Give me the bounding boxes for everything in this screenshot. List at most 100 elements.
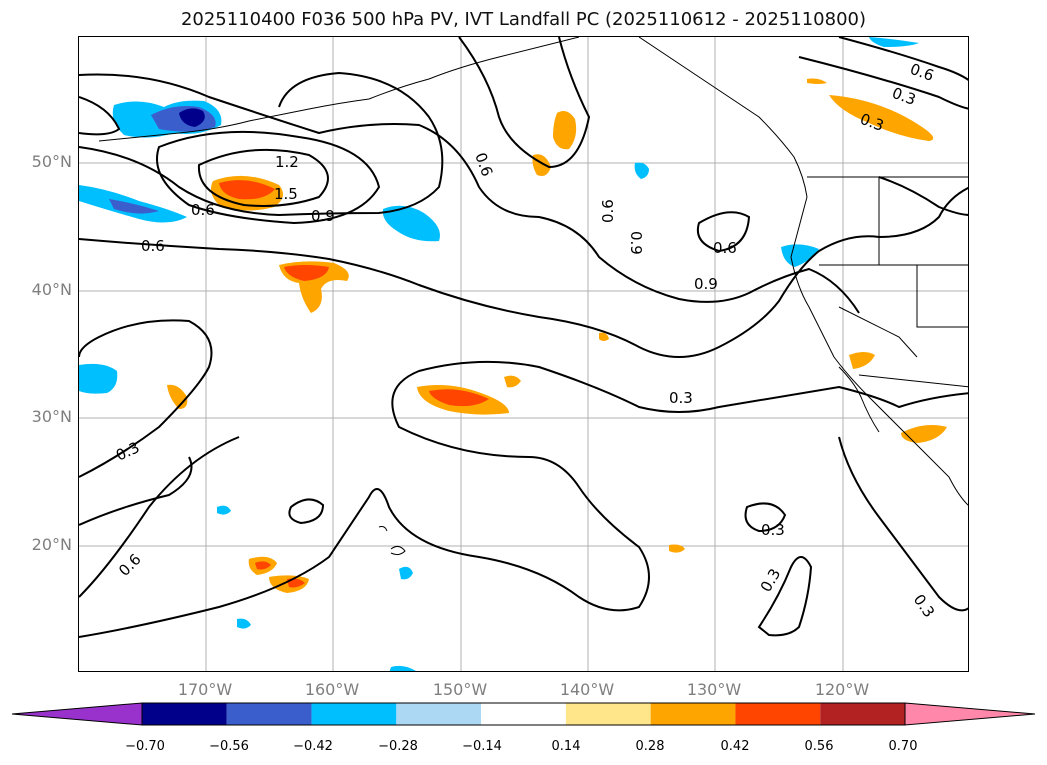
- coastlines: [98, 37, 968, 556]
- coast-baja: [838, 366, 880, 433]
- shade-orange-baja: [849, 352, 875, 369]
- contour-0-6-ne-top: [838, 37, 968, 81]
- contour-0-3-ne: [798, 56, 968, 110]
- colorbar-tick: 0.14: [551, 739, 581, 754]
- contour-lines: [79, 37, 968, 638]
- colorbar-tick: −0.14: [462, 739, 502, 754]
- colorbar-segment: [311, 703, 397, 725]
- shade-orange-small2: [532, 154, 551, 176]
- coast-bc: [638, 37, 808, 198]
- shade-blue-tiny1: [217, 505, 231, 515]
- colorbar-segment: [650, 703, 736, 725]
- shade-orange-northeast: [829, 95, 934, 141]
- colorbar-segment: [735, 703, 821, 725]
- lon-label-140w: 140°W: [559, 680, 615, 699]
- contour-label: 0.6: [141, 237, 165, 255]
- contour-0-6-west-top: [79, 96, 121, 136]
- contour-small-loop: [288, 498, 325, 525]
- colorbar-tick: −0.28: [378, 739, 418, 754]
- shade-blue-subtropic: [79, 363, 118, 394]
- contour-0-6-small: [697, 211, 751, 253]
- shade-orange-bottom: [179, 671, 189, 672]
- shade-blue-north: [869, 37, 919, 47]
- colorbar-segments: [11, 702, 1036, 726]
- shade-orange-north-central: [553, 111, 577, 150]
- lat-label-30n: 30°N: [31, 407, 72, 426]
- island-hawaii-1: [378, 526, 388, 532]
- shade-orange-mexico: [901, 425, 947, 443]
- shade-orange-small1: [504, 375, 521, 388]
- contour-0-9-main: [79, 73, 860, 314]
- shade-orange-subtropic: [167, 384, 188, 409]
- colorbar-segment: [481, 703, 566, 725]
- contour-label: 1.5: [274, 185, 298, 203]
- shade-red-west: [284, 265, 329, 281]
- shade-mid-blue-west: [109, 199, 159, 214]
- shade-navy-aleutian: [179, 108, 205, 127]
- shade-blue-central: [382, 205, 440, 242]
- contour-label: 0.6: [191, 201, 215, 219]
- colorbar-segment: [142, 703, 227, 725]
- colorbar-segment: [226, 703, 312, 725]
- contour-1-2: [197, 148, 329, 207]
- contour-0-3-mexico: [838, 436, 968, 612]
- shade-blue-small: [634, 162, 649, 179]
- contour-0-6-sw2: [79, 456, 193, 526]
- border-ca-nv: [838, 306, 918, 358]
- contour-0-6-sw: [79, 436, 240, 598]
- contour-0-3-west: [79, 319, 213, 478]
- contour-label: 1.2: [275, 153, 299, 171]
- lat-label-40n: 40°N: [31, 280, 72, 299]
- map-panel: 1.2 1.5 0.9 0.6 0.6 0.6 0.6 0.9 0.6 0.9 …: [78, 36, 969, 672]
- shade-red-sw1: [255, 561, 271, 570]
- lon-label-120w: 120°W: [814, 680, 870, 699]
- colorbar: [11, 702, 1036, 726]
- island-hawaii-2: [390, 545, 406, 556]
- contour-label: 0.3: [890, 84, 919, 109]
- contour-0-9-aleutian: [156, 130, 381, 225]
- shade-red-central: [429, 389, 489, 407]
- lat-label-20n: 20°N: [31, 535, 72, 554]
- contour-label-group: 1.2 1.5 0.9 0.6 0.6 0.6 0.6 0.9 0.6 0.9 …: [113, 60, 938, 621]
- shade-orange-small4: [669, 544, 685, 553]
- colorbar-tick: 0.28: [635, 739, 665, 754]
- border-state-3: [916, 265, 968, 328]
- contour-0-6-ne: [878, 176, 968, 216]
- shade-blue-bottom: [389, 665, 416, 671]
- contour-0-3-bottom: [79, 456, 650, 638]
- contour-0-3-loop: [744, 502, 787, 533]
- gridlines: [79, 37, 968, 671]
- contour-label: 0.9: [311, 207, 335, 225]
- colorbar-extend-low: [11, 702, 143, 726]
- shade-orange-ne-small: [807, 78, 827, 84]
- contour-label: 0.3: [910, 591, 938, 621]
- shade-red-aleutian: [219, 180, 275, 200]
- lon-label-170w: 170°W: [177, 680, 233, 699]
- contour-0-3-central: [391, 360, 968, 458]
- colorbar-segment: [565, 703, 651, 725]
- coast-alaska-south: [98, 37, 580, 142]
- contour-label: 0.3: [761, 521, 785, 539]
- map-svg: 1.2 1.5 0.9 0.6 0.6 0.6 0.6 0.9 0.6 0.9 …: [79, 37, 968, 672]
- contour-0-6-north: [458, 37, 591, 169]
- contour-label: 0.9: [627, 231, 645, 255]
- contour-label: 0.6: [599, 199, 617, 223]
- shade-orange-small3: [599, 332, 609, 341]
- lon-label-150w: 150°W: [432, 680, 488, 699]
- colorbar-segment: [820, 703, 905, 725]
- shade-blue-tiny2: [237, 618, 251, 629]
- lat-label-50n: 50°N: [31, 152, 72, 171]
- colorbar-tick: 0.42: [720, 739, 750, 754]
- contour-label: 0.6: [713, 239, 737, 257]
- contour-label: 0.3: [669, 389, 693, 407]
- contour-label: 0.6: [115, 550, 145, 580]
- colorbar-tick: 0.56: [804, 739, 834, 754]
- chart-title: 2025110400 F036 500 hPa PV, IVT Landfall…: [180, 9, 867, 30]
- colorbar-outline: [141, 702, 906, 726]
- colorbar-tick: −0.56: [209, 739, 249, 754]
- colorbar-tick: −0.42: [293, 739, 333, 754]
- shade-blue-coast: [781, 244, 819, 267]
- lon-label-160w: 160°W: [304, 680, 360, 699]
- colorbar-tick: 0.70: [888, 739, 918, 754]
- contour-label: 0.6: [471, 150, 496, 179]
